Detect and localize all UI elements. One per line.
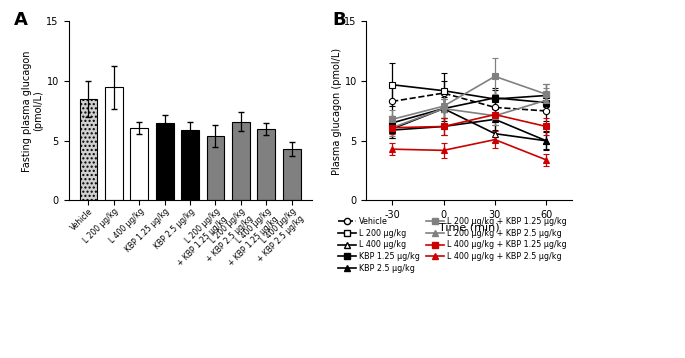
Bar — [155, 123, 173, 200]
Legend: Vehicle, L 200 μg/kg, L 400 μg/kg, KBP 1.25 μg/kg, KBP 2.5 μg/kg, L 200 μg/kg + : Vehicle, L 200 μg/kg, L 400 μg/kg, KBP 1… — [336, 215, 569, 275]
X-axis label: Time (min): Time (min) — [439, 223, 499, 233]
Bar — [182, 130, 199, 200]
Bar — [232, 122, 250, 200]
Text: B: B — [332, 11, 346, 29]
Y-axis label: Plasma glucagon (pmol/L): Plasma glucagon (pmol/L) — [332, 47, 342, 175]
Bar — [79, 99, 97, 200]
Bar — [258, 129, 275, 200]
Text: A: A — [14, 11, 27, 29]
Bar — [130, 128, 148, 200]
Y-axis label: Fasting plasma glucagon
(pmol/L): Fasting plasma glucagon (pmol/L) — [22, 50, 44, 172]
Bar — [283, 149, 301, 200]
Bar — [207, 136, 225, 200]
Bar — [105, 87, 123, 200]
